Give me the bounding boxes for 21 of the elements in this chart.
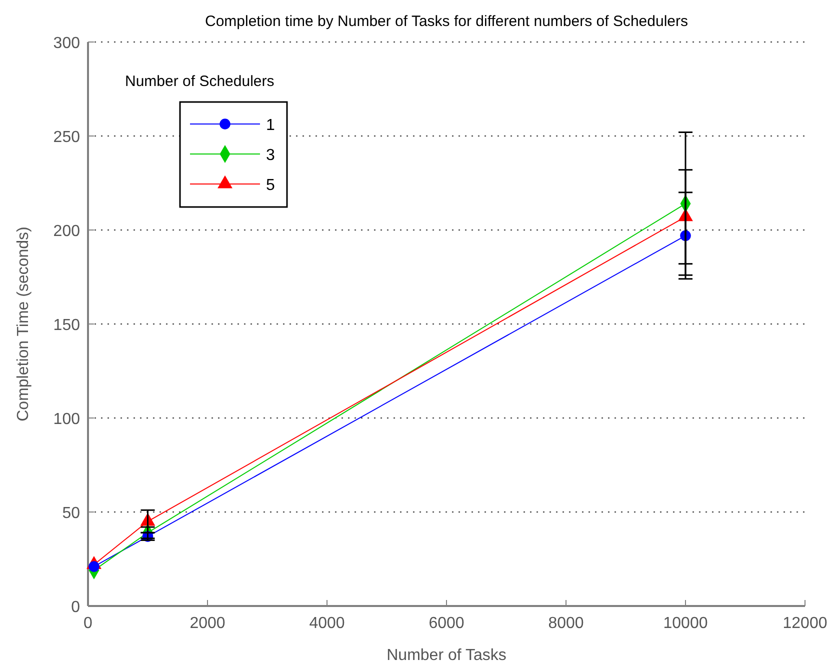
- legend-label: 3: [266, 147, 275, 164]
- x-tick-label: 8000: [548, 615, 584, 632]
- y-tick-label: 50: [62, 505, 80, 522]
- y-tick-label: 100: [53, 411, 80, 428]
- x-tick-label: 6000: [428, 615, 464, 632]
- x-tick-label: 4000: [309, 615, 345, 632]
- legend-label: 5: [266, 177, 275, 194]
- y-tick-label: 300: [53, 35, 80, 52]
- y-tick-label: 200: [53, 223, 80, 240]
- y-tick-label: 150: [53, 317, 80, 334]
- x-tick-label: 0: [84, 615, 93, 632]
- x-tick-label: 10000: [663, 615, 708, 632]
- y-axis-title: Completion Time (seconds): [15, 226, 32, 422]
- x-tick-label: 12000: [782, 615, 828, 632]
- y-tick-label: 250: [53, 129, 80, 146]
- y-tick-label: 0: [71, 599, 80, 616]
- x-axis-title: Number of Tasks: [386, 647, 506, 664]
- chart-title: Completion time by Number of Tasks for different numbers of Schedulers: [204, 13, 688, 30]
- x-tick-label: 2000: [190, 615, 226, 632]
- legend-title: Number of Schedulers: [125, 73, 274, 90]
- legend-label: 1: [266, 117, 275, 134]
